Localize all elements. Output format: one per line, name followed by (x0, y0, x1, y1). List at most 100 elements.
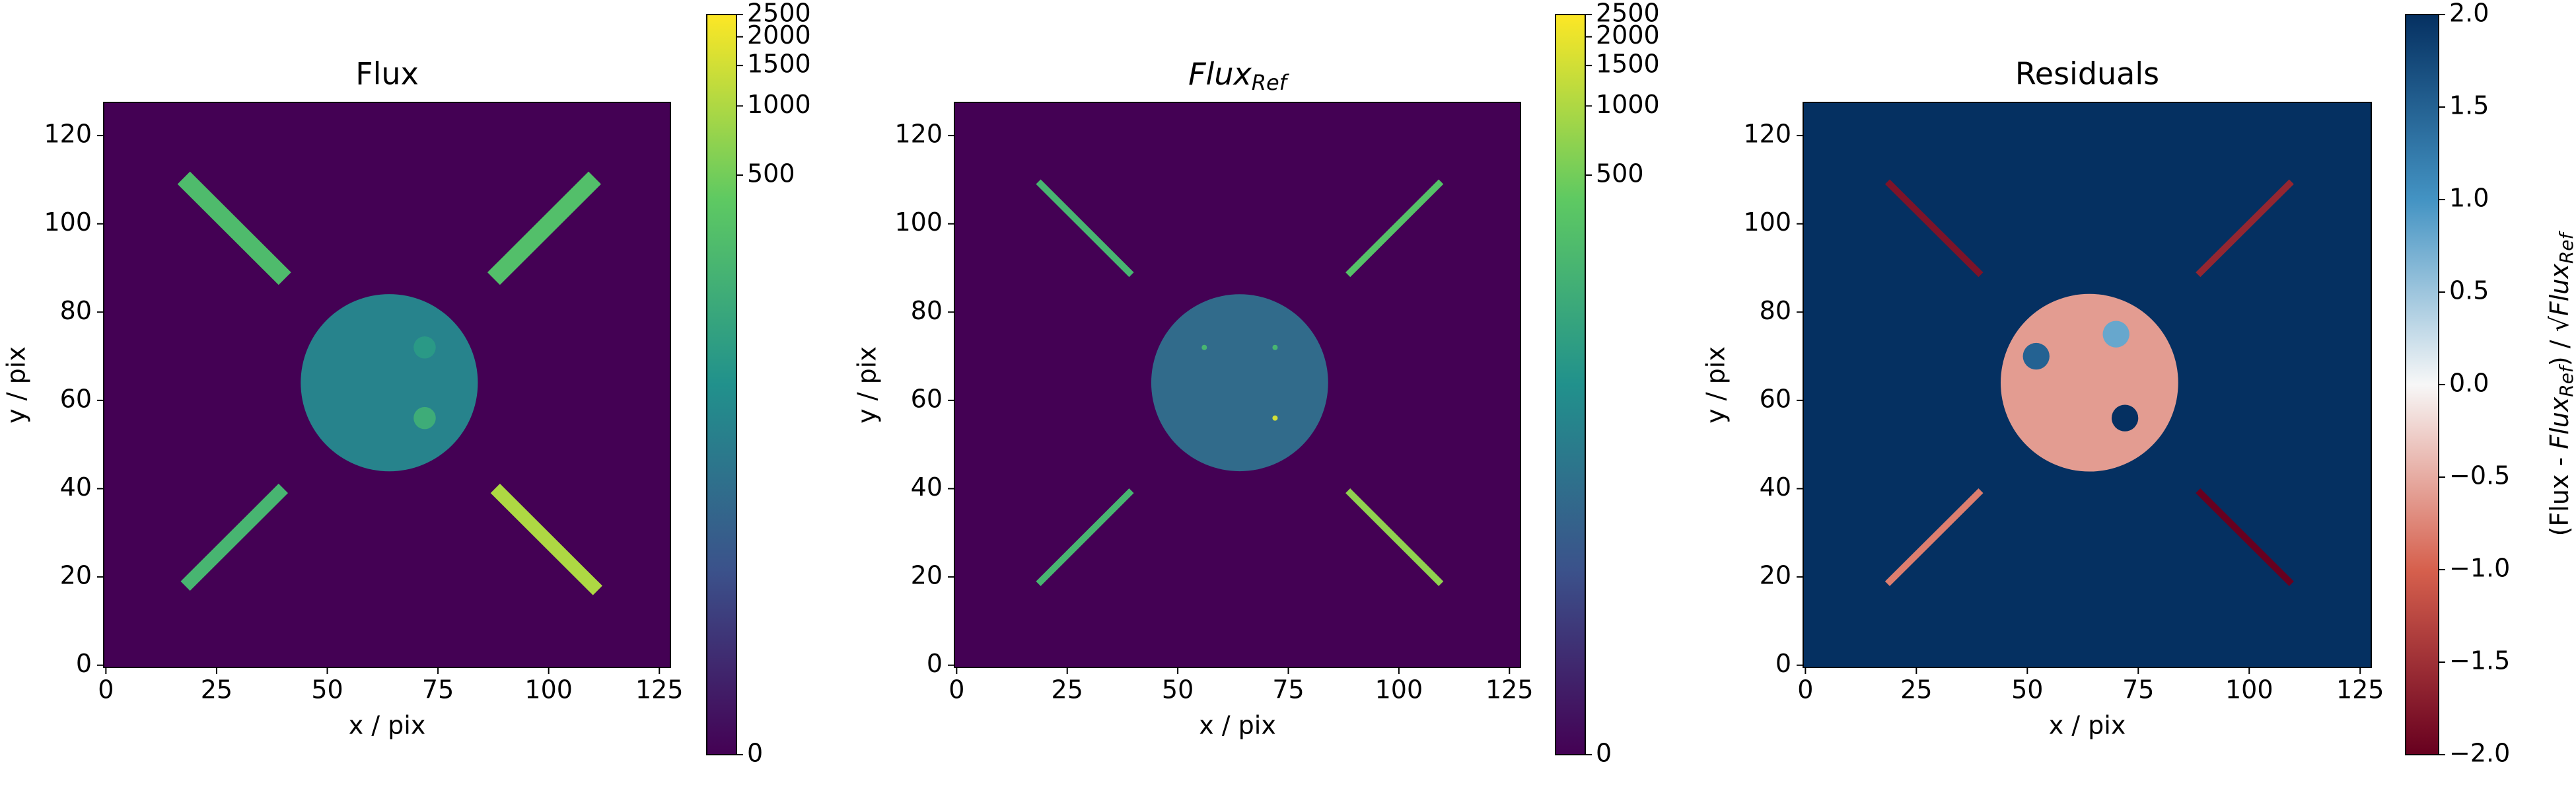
y-axis-label: y / pix (1701, 346, 1731, 424)
streak (180, 483, 288, 591)
chart-title: Residuals (2015, 56, 2159, 92)
y-tick-label: 60 (911, 384, 943, 413)
colorbar-tick-label: 1500 (747, 50, 811, 79)
x-axis-label: x / pix (349, 711, 426, 740)
colorbar-tick-label: 500 (747, 159, 795, 188)
title-base: Flux (1188, 56, 1252, 92)
chart-title: Flux (355, 56, 419, 92)
colorbar-tick-label: 2500 (1596, 0, 1660, 28)
x-axis-label: x / pix (2049, 711, 2126, 740)
colorbar-tick-label: −0.5 (2449, 461, 2510, 490)
y-tick-label: 60 (1760, 384, 1791, 413)
streak (2196, 488, 2294, 586)
colorbar-tick-label: 1.5 (2449, 91, 2489, 120)
x-tick-label: 25 (201, 675, 233, 704)
x-axis-label: x / pix (1199, 711, 1276, 740)
x-tick-label: 125 (635, 675, 684, 704)
y-tick-label: 120 (44, 120, 92, 149)
x-tick-label: 50 (311, 675, 343, 704)
x-tick-label: 50 (2011, 675, 2043, 704)
x-tick-label: 125 (1485, 675, 1534, 704)
y-tick-label: 40 (1760, 472, 1791, 502)
y-tick-label: 80 (60, 296, 92, 325)
disk (2022, 342, 2050, 370)
colorbar-tick-label: −2.0 (2449, 739, 2510, 768)
y-tick-label: 80 (911, 296, 943, 325)
disk (2102, 321, 2129, 348)
streak (177, 171, 291, 285)
image (954, 102, 1521, 667)
colorbar-tick-label: 2000 (1596, 20, 1660, 50)
colorbar-label-part: Ref (2556, 230, 2576, 264)
title-sub: Ref (1252, 70, 1290, 95)
disk (1272, 344, 1278, 350)
colorbar-tick-label: 1.0 (2449, 184, 2489, 213)
streak (1884, 488, 1984, 586)
x-tick-label: 25 (1052, 675, 1083, 704)
colorbar-label: (Flux - FluxRef) / √FluxRef (2545, 230, 2576, 536)
axes-frame (954, 102, 1521, 668)
colorbar-tick-label: 2500 (747, 0, 811, 28)
streak (1345, 488, 1444, 586)
colorbar-label-part: Flux (2545, 397, 2574, 449)
y-tick-label: 120 (1743, 120, 1791, 149)
x-tick-label: 0 (98, 675, 114, 704)
chart-title: FluxRef (1188, 56, 1290, 96)
colorbar-label-part: ) / √ (2545, 315, 2574, 366)
x-tick-label: 50 (1162, 675, 1194, 704)
disk (2000, 293, 2178, 472)
image (104, 102, 670, 667)
y-axis-label: y / pix (853, 346, 882, 424)
y-tick-label: 0 (76, 649, 92, 678)
colorbar (1555, 14, 1586, 755)
colorbar-label-part: Ref (2556, 363, 2576, 397)
streak (490, 483, 602, 595)
axes-frame (1803, 102, 2372, 668)
colorbar-label-part: (Flux - (2545, 449, 2574, 537)
x-tick-label: 25 (1900, 675, 1932, 704)
disk (301, 294, 478, 472)
streak (2196, 179, 2294, 278)
x-tick-label: 100 (2225, 675, 2273, 704)
colorbar (706, 14, 737, 755)
colorbar-tick-label: 0.0 (2449, 369, 2489, 398)
disk (413, 406, 436, 430)
x-tick-label: 100 (1375, 675, 1423, 704)
disk (413, 336, 436, 359)
y-tick-label: 20 (1760, 561, 1791, 590)
y-tick-label: 60 (60, 384, 92, 413)
y-axis-label: y / pix (2, 346, 31, 424)
y-tick-label: 20 (911, 561, 943, 590)
x-tick-label: 100 (524, 675, 573, 704)
streak (1345, 179, 1444, 278)
disk (2111, 404, 2139, 432)
disk (1272, 415, 1278, 421)
y-tick-label: 40 (911, 472, 943, 502)
streak (487, 171, 601, 285)
y-tick-label: 100 (894, 208, 943, 237)
colorbar-tick-label: 1500 (1596, 50, 1660, 79)
colorbar-tick-label: 2000 (747, 20, 811, 50)
image (1803, 102, 2371, 667)
y-tick-label: 80 (1760, 296, 1791, 325)
y-tick-label: 100 (44, 208, 92, 237)
colorbar-tick-label: 2.0 (2449, 0, 2489, 28)
y-tick-label: 40 (60, 472, 92, 502)
colorbar (2405, 14, 2439, 755)
x-tick-label: 75 (422, 675, 454, 704)
colorbar-tick-label: 0.5 (2449, 276, 2489, 305)
x-tick-label: 75 (1272, 675, 1304, 704)
colorbar-tick-label: 0 (1596, 739, 1612, 768)
x-tick-label: 125 (2336, 675, 2384, 704)
y-tick-label: 20 (60, 561, 92, 590)
colorbar-tick-label: 1000 (747, 90, 811, 119)
streak (1036, 179, 1134, 278)
x-tick-label: 0 (1797, 675, 1813, 704)
x-tick-label: 75 (2122, 675, 2154, 704)
colorbar-tick-label: 500 (1596, 159, 1644, 188)
streak (1884, 179, 1984, 278)
y-tick-label: 0 (927, 649, 943, 678)
x-tick-label: 0 (948, 675, 964, 704)
disk (1151, 294, 1328, 472)
